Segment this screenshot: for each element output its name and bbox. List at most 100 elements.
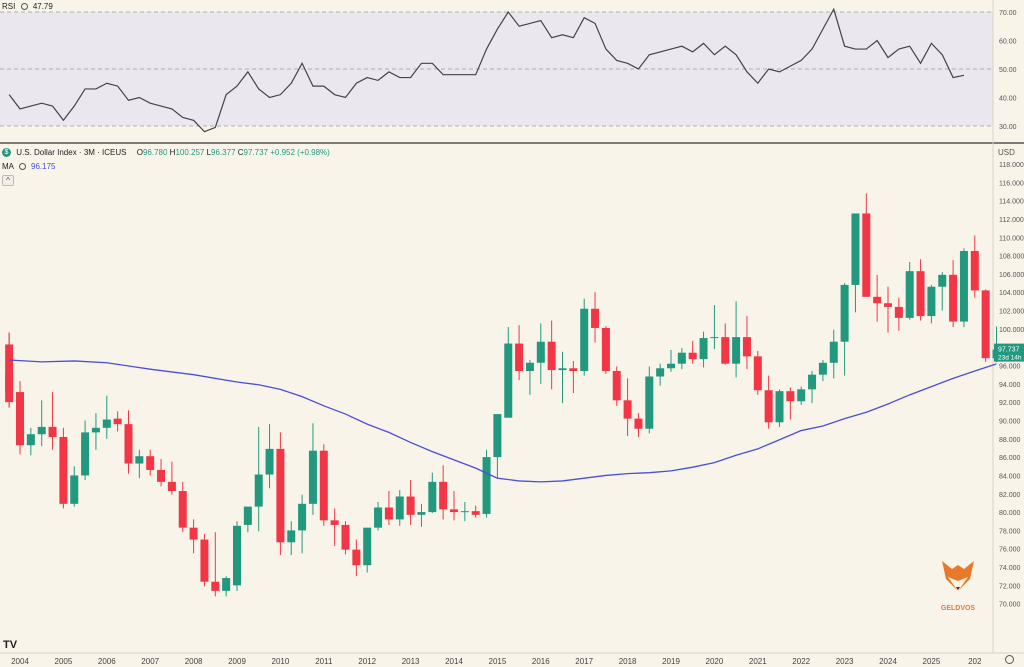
last-price-countdown: 23d 14h xyxy=(998,355,1022,362)
currency-label[interactable]: USD xyxy=(998,148,1015,157)
candle-body xyxy=(927,286,936,317)
price-tick-label: 76.000 xyxy=(999,547,1021,554)
candle-body xyxy=(471,511,480,515)
candle-body xyxy=(113,418,122,425)
rsi-value: 47.79 xyxy=(32,2,53,11)
candle-body xyxy=(460,511,469,513)
dollar-sign-icon: $ xyxy=(2,148,11,158)
candle-body xyxy=(81,432,90,476)
candle-body xyxy=(840,284,849,342)
price-tick-label: 106.000 xyxy=(999,272,1024,279)
candle-body xyxy=(732,337,741,364)
candle-body xyxy=(623,400,632,419)
price-tick-label: 86.000 xyxy=(999,455,1021,462)
candle-body xyxy=(645,376,654,429)
candle-body xyxy=(808,374,817,390)
candle-body xyxy=(233,525,241,586)
time-tick-label: 2023 xyxy=(836,657,854,666)
price-tick-label: 102.000 xyxy=(999,309,1024,316)
candle-body xyxy=(677,352,686,364)
rsi-tick-label: 40.00 xyxy=(999,96,1017,103)
candle-body xyxy=(634,418,643,429)
candle-body xyxy=(580,308,589,372)
candle-body xyxy=(26,434,35,446)
candle-body xyxy=(536,341,545,363)
rsi-tick-label: 60.00 xyxy=(999,39,1017,46)
candle-body xyxy=(363,527,372,566)
candle-body xyxy=(91,427,100,433)
symbol-title[interactable]: U.S. Dollar Index · 3M · ICEUS xyxy=(16,148,127,157)
time-tick-label: 2011 xyxy=(315,657,333,666)
last-price-label: 97.737 xyxy=(998,347,1020,354)
ohlc-high-label: H xyxy=(169,148,176,157)
candle-body xyxy=(905,271,914,318)
price-tick-label: 70.000 xyxy=(999,602,1021,609)
candle-body xyxy=(308,450,317,504)
rsi-label: RSI xyxy=(2,2,16,11)
candle-body xyxy=(352,549,361,566)
candle-body xyxy=(341,524,350,550)
candle-body xyxy=(157,469,166,482)
candle-body xyxy=(959,251,968,322)
ma-label: MA xyxy=(2,162,14,171)
candle-body xyxy=(873,296,882,304)
candle-body xyxy=(851,213,860,285)
candle-body xyxy=(395,496,404,520)
candle-body xyxy=(525,362,534,372)
settings-icon[interactable] xyxy=(18,163,26,171)
time-tick-label: 2025 xyxy=(923,657,941,666)
ma-value: 96.175 xyxy=(31,162,56,171)
candle-body xyxy=(753,356,762,391)
candle-body xyxy=(167,481,176,492)
price-tick-label: 84.000 xyxy=(999,473,1021,480)
candle-body xyxy=(146,456,155,470)
collapse-legend-button[interactable]: ^ xyxy=(2,175,14,186)
price-tick-label: 116.000 xyxy=(999,180,1024,187)
candle-body xyxy=(547,341,556,371)
time-tick-label: 2021 xyxy=(749,657,767,666)
candle-body xyxy=(970,251,979,291)
candle-body xyxy=(48,426,57,437)
candle-body xyxy=(949,274,958,322)
time-tick-label: 2020 xyxy=(706,657,724,666)
time-tick-label: 2007 xyxy=(141,657,159,666)
candle-body xyxy=(276,448,285,543)
time-tick-label: 2005 xyxy=(55,657,73,666)
candle-body xyxy=(189,527,198,540)
candle-body xyxy=(688,352,697,360)
candle-body xyxy=(818,362,827,375)
rsi-line xyxy=(8,7,965,133)
candle-body xyxy=(16,392,24,446)
settings-icon[interactable] xyxy=(1005,655,1014,664)
candles xyxy=(5,193,1001,597)
candle-body xyxy=(417,512,426,515)
time-tick-label: 2022 xyxy=(792,657,810,666)
time-tick-label: 2017 xyxy=(575,657,593,666)
time-tick-label: 2015 xyxy=(489,657,507,666)
time-tick-label: 2016 xyxy=(532,657,550,666)
time-tick-label: 2009 xyxy=(228,657,246,666)
candle-body xyxy=(829,341,838,363)
candle-body xyxy=(894,306,903,318)
ma-line xyxy=(9,359,997,483)
settings-icon[interactable] xyxy=(20,3,28,11)
candle-body xyxy=(5,374,14,393)
last-price-label-bg xyxy=(994,343,1024,362)
ohlc-high: 100.257 xyxy=(175,148,205,157)
candle-body xyxy=(450,509,458,513)
candle-body xyxy=(601,327,610,372)
candle-body xyxy=(764,390,773,423)
candle-body xyxy=(37,426,46,435)
candle-body xyxy=(786,391,795,402)
rsi-tick-label: 50.00 xyxy=(999,67,1017,74)
candle-body xyxy=(330,520,339,525)
candle-body xyxy=(200,539,209,582)
candle-body xyxy=(102,419,111,428)
price-tick-label: 94.000 xyxy=(999,382,1021,389)
candle-body xyxy=(287,530,296,543)
time-tick-label: 2013 xyxy=(402,657,420,666)
price-tick-label: 112.000 xyxy=(999,217,1024,224)
time-tick-label: 2019 xyxy=(662,657,680,666)
